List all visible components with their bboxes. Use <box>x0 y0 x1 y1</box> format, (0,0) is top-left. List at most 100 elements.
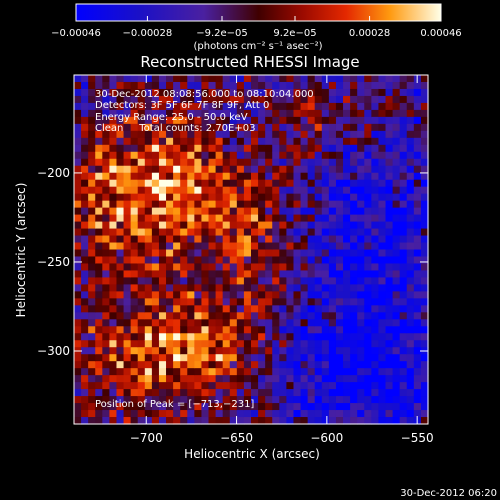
heatmap-cell <box>300 242 309 251</box>
heatmap-cell <box>364 354 372 362</box>
heatmap-cell <box>109 123 118 132</box>
heatmap-cell <box>385 172 394 181</box>
heatmap-cell <box>392 235 401 244</box>
heatmap-cell <box>335 81 344 90</box>
heatmap-cell <box>265 158 273 167</box>
heatmap-cell <box>123 403 132 411</box>
heatmap-cell <box>123 109 132 118</box>
info-block: 30-Dec-2012 08:08:56.000 to 08:10:04.000… <box>95 89 314 134</box>
heatmap-cell <box>265 179 273 188</box>
heatmap-cell <box>378 130 387 139</box>
heatmap-cell <box>166 102 174 111</box>
heatmap-cell <box>144 410 153 418</box>
heatmap-cell <box>208 165 217 174</box>
heatmap-cell <box>137 109 146 118</box>
heatmap-cell <box>328 144 337 153</box>
heatmap-cell <box>222 151 231 160</box>
heatmap-cell <box>130 158 139 167</box>
heatmap-cell <box>300 158 309 167</box>
heatmap-cell <box>222 172 231 181</box>
heatmap-cell <box>378 214 387 223</box>
heatmap-cell <box>413 347 422 355</box>
heatmap-cell <box>166 81 174 90</box>
heatmap-cell <box>321 151 330 160</box>
heatmap-cell <box>385 81 394 90</box>
heatmap-cell <box>137 214 146 223</box>
heatmap-cell <box>314 403 323 411</box>
heatmap-cell <box>208 403 217 411</box>
heatmap-cell <box>243 228 252 237</box>
heatmap-cell <box>137 333 146 341</box>
heatmap-cell <box>194 130 203 139</box>
heatmap-cell <box>137 102 146 111</box>
heatmap-cell <box>116 333 125 341</box>
heatmap-cell <box>399 151 408 160</box>
heatmap-cell <box>229 312 238 320</box>
heatmap-cell <box>258 123 266 132</box>
heatmap-cell <box>314 284 323 292</box>
heatmap-cell <box>243 368 252 376</box>
heatmap-cell <box>335 165 344 174</box>
heatmap-cell <box>137 347 146 355</box>
heatmap-cell <box>123 242 132 251</box>
heatmap-cell <box>166 361 174 369</box>
heatmap-cell <box>243 193 252 202</box>
heatmap-cell <box>236 396 245 404</box>
heatmap-cell <box>95 333 103 341</box>
heatmap-cell <box>293 410 302 418</box>
heatmap-cell <box>201 88 210 97</box>
heatmap-cell <box>123 235 132 244</box>
heatmap-cell <box>364 186 372 195</box>
heatmap-cell <box>144 333 153 341</box>
heatmap-cell <box>371 214 380 223</box>
heatmap-cell <box>350 242 358 251</box>
heatmap-cell <box>258 256 266 265</box>
heatmap-cell <box>265 130 273 139</box>
heatmap-cell <box>364 333 372 341</box>
heatmap-cell <box>116 340 125 348</box>
heatmap-cell <box>314 340 323 348</box>
heatmap-cell <box>272 375 280 383</box>
heatmap-cell <box>95 361 103 369</box>
heatmap-cell <box>158 270 167 279</box>
heatmap-cell <box>300 256 309 265</box>
heatmap-cell <box>335 312 344 320</box>
heatmap-cell <box>272 319 280 327</box>
heatmap-cell <box>350 228 358 237</box>
heatmap-cell <box>102 165 110 174</box>
heatmap-cell <box>279 158 287 167</box>
heatmap-cell <box>81 291 89 299</box>
heatmap-cell <box>144 158 153 167</box>
heatmap-cell <box>251 221 259 230</box>
heatmap-cell <box>144 165 153 174</box>
heatmap-cell <box>265 256 273 265</box>
heatmap-cell <box>335 88 344 97</box>
heatmap-cell <box>88 340 96 348</box>
heatmap-cell <box>95 130 103 139</box>
heatmap-cell <box>116 95 125 104</box>
heatmap-cell <box>123 81 132 90</box>
heatmap-cell <box>343 340 351 348</box>
heatmap-cell <box>95 256 103 265</box>
heatmap-cell <box>378 347 387 355</box>
heatmap-cell <box>371 172 380 181</box>
heatmap-cell <box>314 326 323 334</box>
heatmap-cell <box>328 347 337 355</box>
heatmap-cell <box>116 102 125 111</box>
heatmap-cell <box>215 109 224 118</box>
heatmap-cell <box>343 81 351 90</box>
heatmap-cell <box>95 165 103 174</box>
heatmap-cell <box>180 109 188 118</box>
heatmap-cell <box>180 221 188 230</box>
heatmap-cell <box>399 368 408 376</box>
heatmap-cell <box>364 347 372 355</box>
heatmap-cell <box>166 75 174 83</box>
heatmap-cell <box>343 284 351 292</box>
heatmap-cell <box>74 235 82 244</box>
heatmap-cell <box>208 396 217 404</box>
heatmap-cell <box>364 235 372 244</box>
heatmap-cell <box>371 368 380 376</box>
heatmap-cell <box>116 116 125 125</box>
y-tick-label: −300 <box>37 344 70 358</box>
heatmap-cell <box>201 305 210 313</box>
